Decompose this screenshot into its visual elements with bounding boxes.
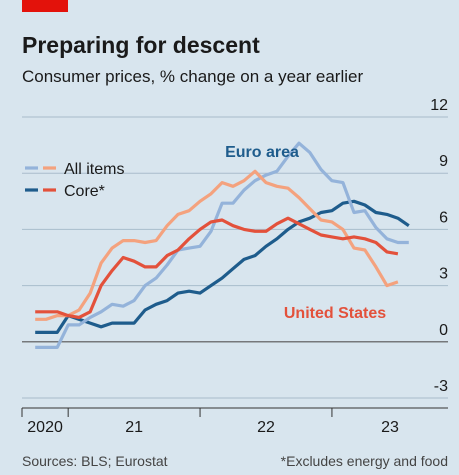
line-series [35,216,399,319]
chart-subtitle: Consumer prices, % change on a year earl… [22,67,363,86]
y-tick-label: 12 [430,97,448,114]
source: Sources: BLS; Eurostat [22,453,168,469]
line-series [35,199,410,334]
x-tick-label: 21 [125,419,143,436]
line-series [35,141,409,349]
x-tick-label: 2020 [27,419,63,436]
legend-label: All items [64,161,124,178]
line-series [35,169,399,321]
y-tick-label: -3 [434,378,448,395]
legend-label: Core* [64,183,105,200]
region-label: Euro area [225,144,299,161]
y-tick-label: 3 [439,266,448,283]
footnote: *Excludes energy and food [281,453,448,469]
y-tick-label: 9 [439,153,448,170]
y-tick-label: 0 [439,322,448,339]
region-label: United States [284,305,386,322]
x-tick-label: 22 [257,419,275,436]
x-tick-label: 23 [381,419,399,436]
brand-bar [22,0,68,12]
chart-title: Preparing for descent [22,32,260,58]
y-tick-label: 6 [439,209,448,226]
